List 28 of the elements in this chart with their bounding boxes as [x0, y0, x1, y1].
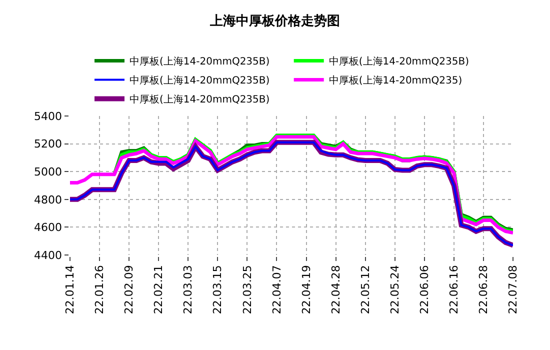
y-tick-label: 4400 — [34, 248, 62, 262]
y-tick-label: 4800 — [34, 193, 62, 206]
x-tick-label: 22.03.15 — [211, 265, 224, 314]
x-tick-label: 22.02.09 — [122, 265, 136, 314]
y-tick-label: 5200 — [34, 138, 62, 151]
x-tick-label: 22.05.12 — [358, 265, 372, 314]
legend-label: 中厚板(上海14-20mmQ235B) — [130, 74, 270, 87]
y-tick-label: 4600 — [34, 221, 62, 234]
x-tick-label: 22.03.25 — [240, 265, 254, 314]
x-tick-label: 22.01.26 — [93, 265, 106, 314]
x-tick-label: 22.04.07 — [270, 265, 284, 314]
legend-label: 中厚板(上海14-20mmQ235) — [328, 74, 462, 87]
x-tick-label: 22.01.14 — [64, 265, 77, 314]
legend-label: 中厚板(上海14-20mmQ235B) — [328, 56, 470, 68]
x-tick-label: 22.06.06 — [418, 265, 431, 314]
y-tick-label: 5000 — [34, 165, 62, 178]
x-tick-label: 22.04.19 — [300, 265, 313, 314]
y-tick-label: 5400 — [34, 110, 62, 123]
x-tick-label: 22.06.16 — [448, 265, 461, 314]
x-tick-label: 22.05.24 — [388, 265, 402, 314]
x-tick-label: 22.02.21 — [152, 265, 166, 314]
x-tick-label: 22.07.08 — [506, 265, 520, 314]
chart-title: 上海中厚板价格走势图 — [209, 12, 340, 29]
x-tick-label: 22.06.28 — [477, 265, 490, 314]
legend-label: 中厚板(上海14-20mmQ235B) — [130, 56, 270, 68]
x-tick-label: 22.03.03 — [182, 265, 195, 314]
x-tick-label: 22.04.28 — [329, 265, 342, 314]
legend-label: 中厚板(上海14-20mmQ235B) — [130, 94, 270, 106]
